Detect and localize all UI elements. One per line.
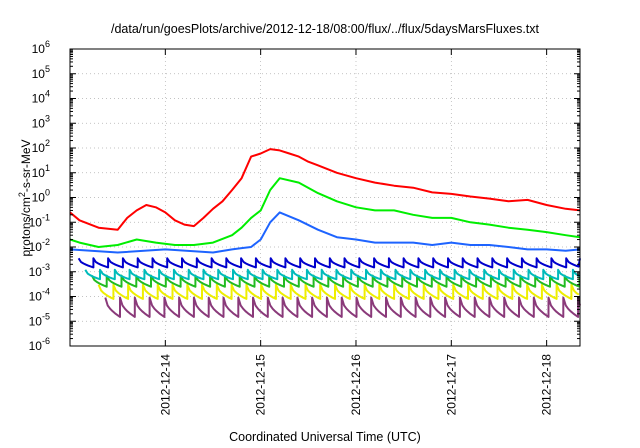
- flux-series-line-7: [97, 283, 580, 300]
- y-tick-exponent: -2: [42, 237, 50, 247]
- y-tick-base: 10: [29, 314, 43, 328]
- y-tick-exponent: 6: [45, 39, 50, 49]
- flux-series-line-3: [69, 211, 581, 254]
- flux-series-line-5: [84, 268, 581, 281]
- y-axis-label-main: protons/cm: [19, 197, 33, 256]
- flux-series-line-8: [104, 296, 581, 318]
- y-tick-exponent: 5: [45, 64, 50, 74]
- y-tick-label: 106: [32, 39, 50, 56]
- y-tick-label: 101: [32, 163, 50, 180]
- y-tick-base: 10: [29, 290, 43, 304]
- x-tick-label: 2012-12-18: [540, 354, 554, 416]
- y-tick-label: 105: [32, 64, 50, 81]
- x-axis-ticks: 2012-12-14 2012-12-15 2012-12-16 2012-12-17…: [158, 49, 554, 416]
- flux-series-line-4: [77, 257, 581, 269]
- y-tick-base: 10: [29, 215, 43, 229]
- y-tick-exponent: -6: [42, 336, 50, 346]
- y-tick-base: 10: [32, 191, 46, 205]
- x-tick-label: 2012-12-15: [254, 354, 268, 416]
- flux-series-line-6: [91, 274, 581, 288]
- y-axis-ticks: 10-610-510-410-310-210-11001011021031041…: [29, 39, 580, 353]
- y-tick-exponent: 3: [45, 113, 50, 123]
- y-tick-base: 10: [32, 42, 46, 56]
- y-tick-base: 10: [32, 141, 46, 155]
- y-tick-label: 10-5: [29, 311, 50, 328]
- y-tick-exponent: -3: [42, 262, 50, 272]
- y-tick-label: 10-1: [29, 212, 50, 229]
- y-tick-label: 10-2: [29, 237, 50, 254]
- y-tick-label: 10-6: [29, 336, 50, 353]
- x-axis-label: Coordinated Universal Time (UTC): [229, 430, 421, 444]
- y-tick-exponent: 4: [45, 89, 50, 99]
- y-tick-label: 103: [32, 113, 50, 130]
- y-tick-label: 10-3: [29, 262, 50, 279]
- y-tick-base: 10: [29, 339, 43, 353]
- y-tick-exponent: 0: [45, 188, 50, 198]
- y-tick-label: 10-4: [29, 287, 50, 304]
- y-tick-exponent: -1: [42, 212, 50, 222]
- y-tick-exponent: 2: [45, 138, 50, 148]
- y-tick-base: 10: [32, 116, 46, 130]
- y-tick-exponent: -4: [42, 287, 50, 297]
- y-tick-base: 10: [32, 92, 46, 106]
- y-tick-label: 104: [32, 89, 50, 106]
- y-axis-label-rest: -s-sr-MeV: [19, 139, 33, 192]
- y-tick-label: 102: [32, 138, 50, 155]
- x-tick-label: 2012-12-17: [444, 354, 458, 416]
- y-tick-base: 10: [29, 240, 43, 254]
- x-tick-label: 2012-12-14: [158, 354, 172, 416]
- y-tick-label: 100: [32, 188, 50, 205]
- x-tick-label: 2012-12-16: [349, 354, 363, 416]
- flux-series-line-1: [69, 148, 581, 231]
- series-group: [69, 148, 581, 318]
- chart-title: /data/run/goesPlots/archive/2012-12-18/0…: [111, 22, 540, 36]
- flux-series-line-2: [69, 177, 581, 248]
- y-tick-exponent: -5: [42, 311, 50, 321]
- y-tick-base: 10: [32, 166, 46, 180]
- y-tick-base: 10: [32, 67, 46, 81]
- y-tick-base: 10: [29, 265, 43, 279]
- y-tick-exponent: 1: [45, 163, 50, 173]
- y-axis-label: protons/cm2-s-sr-MeV: [17, 139, 33, 256]
- y-axis-label-sup: 2: [17, 192, 27, 197]
